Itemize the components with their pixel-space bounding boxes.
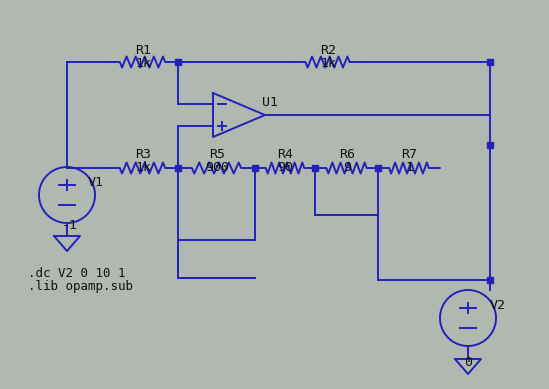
- Text: V1: V1: [88, 176, 104, 189]
- Text: 1k: 1k: [320, 57, 336, 70]
- Text: 90: 90: [277, 161, 293, 174]
- Text: R3: R3: [135, 148, 151, 161]
- Text: 900: 900: [205, 161, 229, 174]
- Text: R6: R6: [339, 148, 355, 161]
- Text: 1: 1: [405, 161, 413, 174]
- Text: 1k: 1k: [135, 161, 151, 174]
- Text: U1: U1: [262, 96, 278, 109]
- Text: -1: -1: [62, 219, 78, 232]
- Text: V2: V2: [490, 299, 506, 312]
- Text: .dc V2 0 10 1: .dc V2 0 10 1: [28, 267, 126, 280]
- Text: .lib opamp.sub: .lib opamp.sub: [28, 280, 133, 293]
- Text: R2: R2: [320, 44, 336, 57]
- Text: R5: R5: [209, 148, 225, 161]
- Text: R1: R1: [135, 44, 151, 57]
- Text: 0: 0: [464, 356, 472, 369]
- Text: R4: R4: [277, 148, 293, 161]
- Text: 9: 9: [343, 161, 351, 174]
- Text: 1k: 1k: [135, 57, 151, 70]
- Text: R7: R7: [401, 148, 417, 161]
